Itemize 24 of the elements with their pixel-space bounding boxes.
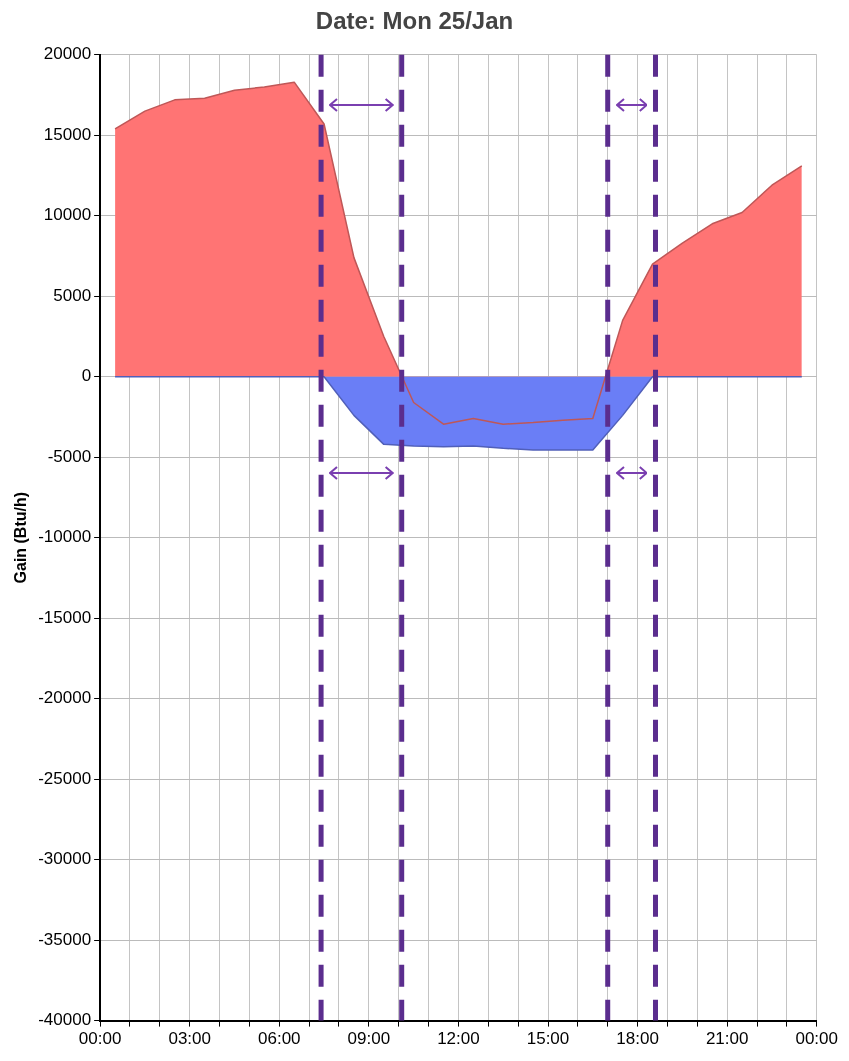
y-tick-label: -15000 — [38, 607, 92, 627]
y-tick-label: -30000 — [38, 849, 92, 869]
y-tick-label: -25000 — [38, 768, 92, 788]
x-tick-label: 09:00 — [347, 1029, 391, 1049]
x-tick-label: 06:00 — [258, 1029, 301, 1049]
y-tick-label: -20000 — [38, 688, 92, 708]
x-tick-label: 03:00 — [168, 1029, 211, 1049]
y-axis-title: Gain (Btu/h) — [12, 491, 30, 584]
y-tick-label: -35000 — [38, 929, 92, 949]
y-tick-label: 10000 — [43, 205, 92, 225]
y-tick-label: 0 — [81, 366, 92, 386]
y-tick-label: 20000 — [43, 44, 92, 64]
x-tick-label: 12:00 — [437, 1029, 480, 1049]
y-tick-label: -5000 — [47, 446, 92, 466]
x-tick-label: 21:00 — [705, 1029, 749, 1049]
x-tick-label: 00:00 — [795, 1029, 838, 1049]
y-tick-label: 15000 — [43, 124, 92, 144]
chart-title: Date: Mon 25/Jan — [315, 7, 514, 35]
y-tick-label: -40000 — [38, 1010, 92, 1030]
x-tick-label: 00:00 — [78, 1029, 122, 1049]
x-tick-label: 15:00 — [526, 1029, 570, 1049]
y-tick-label: 5000 — [53, 285, 92, 305]
x-tick-label: 18:00 — [616, 1029, 659, 1049]
y-tick-label: -10000 — [38, 527, 92, 547]
